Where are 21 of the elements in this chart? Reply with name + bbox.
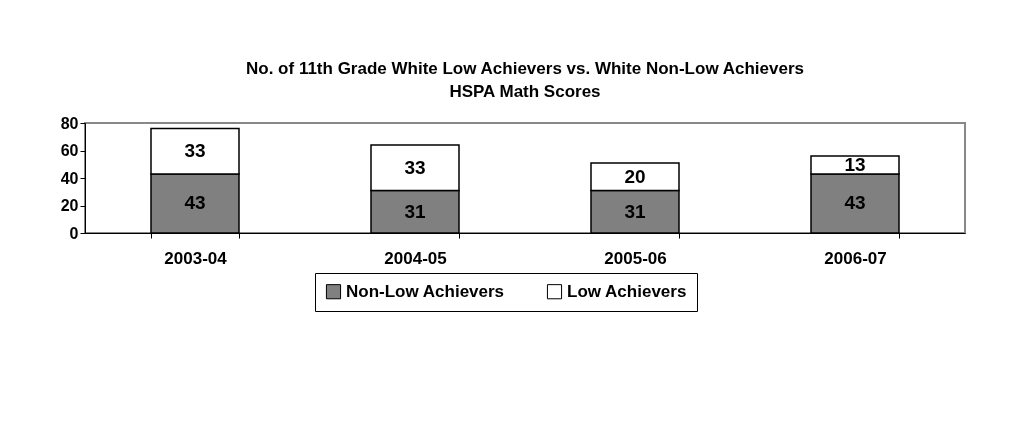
data-label: 43	[844, 192, 866, 214]
y-tick-label: 40	[60, 169, 79, 187]
x-tick-label: 2003-04	[164, 248, 228, 268]
data-label: 31	[624, 200, 646, 222]
x-tick-label: 2004-05	[384, 248, 447, 268]
data-label: 13	[844, 153, 866, 175]
y-tick-label: 80	[60, 114, 79, 132]
data-label: 31	[404, 200, 426, 222]
x-tick-label: 2006-07	[824, 248, 887, 268]
chart-subtitle: HSPA Math Scores	[449, 82, 601, 101]
y-tick-label: 0	[69, 224, 79, 242]
data-label: 33	[184, 140, 206, 162]
legend-label: Non-Low Achievers	[346, 281, 505, 301]
y-tick-label: 60	[60, 142, 79, 159]
y-tick-label: 20	[60, 197, 79, 214]
data-label: 43	[184, 192, 206, 214]
data-label: 20	[624, 165, 646, 187]
chart-title: No. of 11th Grade White Low Achievers vs. White Non-Low Achievers	[246, 59, 804, 78]
data-label: 33	[404, 156, 426, 178]
x-tick-label: 2005-06	[604, 248, 667, 268]
legend-label: Low Achievers	[567, 281, 687, 301]
